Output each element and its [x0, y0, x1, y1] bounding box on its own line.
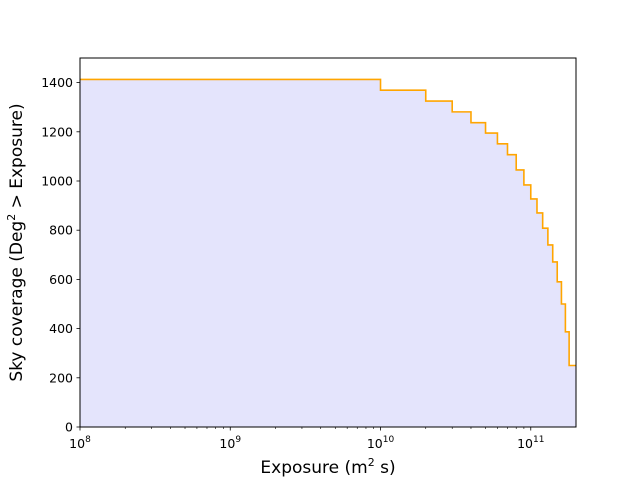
- y-tick-label: 1200: [41, 124, 73, 139]
- coverage-step-line: [80, 78, 576, 367]
- x-tick-label: 108: [69, 435, 91, 451]
- coverage-fill-area: [80, 79, 576, 427]
- y-tick-label: 800: [49, 223, 73, 238]
- plot-frame: [79, 57, 577, 428]
- y-tick-label: 1000: [41, 174, 73, 189]
- y-axis-label: Sky coverage (Deg2 > Exposure): [5, 103, 27, 381]
- x-tick-label: 109: [219, 435, 241, 451]
- y-tick-label: 600: [49, 272, 73, 287]
- y-tick-label: 0: [65, 420, 73, 435]
- x-axis-label: Exposure (m2 s): [260, 456, 395, 478]
- y-tick-label: 200: [49, 370, 73, 385]
- x-tick-label: 1010: [367, 435, 395, 451]
- x-tick-label: 1011: [517, 435, 544, 451]
- y-tick-label: 1400: [41, 75, 73, 90]
- y-tick-label: 400: [49, 321, 73, 336]
